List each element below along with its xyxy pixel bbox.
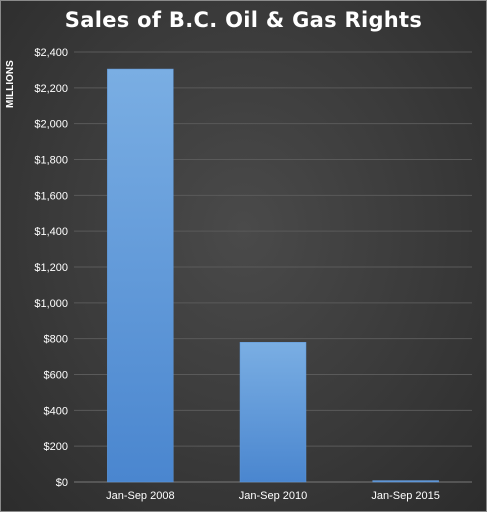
y-tick-label: $400 xyxy=(44,405,68,417)
x-tick-label: Jan-Sep 2010 xyxy=(239,490,308,502)
x-tick-labels: Jan-Sep 2008 Jan-Sep 2010 Jan-Sep 2015 xyxy=(106,490,440,502)
y-tick-label: $600 xyxy=(44,370,68,382)
x-tick-label: Jan-Sep 2015 xyxy=(371,490,440,502)
bars xyxy=(107,68,439,483)
y-tick-label: $2,000 xyxy=(34,119,68,131)
y-tick-label: $2,200 xyxy=(34,83,68,95)
y-tick-label: $1,800 xyxy=(34,155,68,167)
y-tick-labels: $0 $200 $400 $600 $800 $1,000 $1,200 $1,400 $1,6… xyxy=(34,47,68,489)
y-tick-label: $200 xyxy=(44,441,68,453)
y-tick-label: $2,400 xyxy=(34,47,68,59)
y-tick-label: $1,600 xyxy=(34,190,68,202)
chart-title: Sales of B.C. Oil & Gas Rights xyxy=(64,8,423,32)
y-tick-label: $1,200 xyxy=(34,262,68,274)
x-tick-label: Jan-Sep 2008 xyxy=(106,490,175,502)
bar xyxy=(239,342,307,483)
bar xyxy=(107,68,174,483)
y-tick-label: $800 xyxy=(44,334,68,346)
y-tick-label: $1,000 xyxy=(34,298,68,310)
bar xyxy=(372,480,439,483)
y-tick-label: $1,400 xyxy=(34,226,68,238)
y-tick-label: $0 xyxy=(56,477,68,489)
